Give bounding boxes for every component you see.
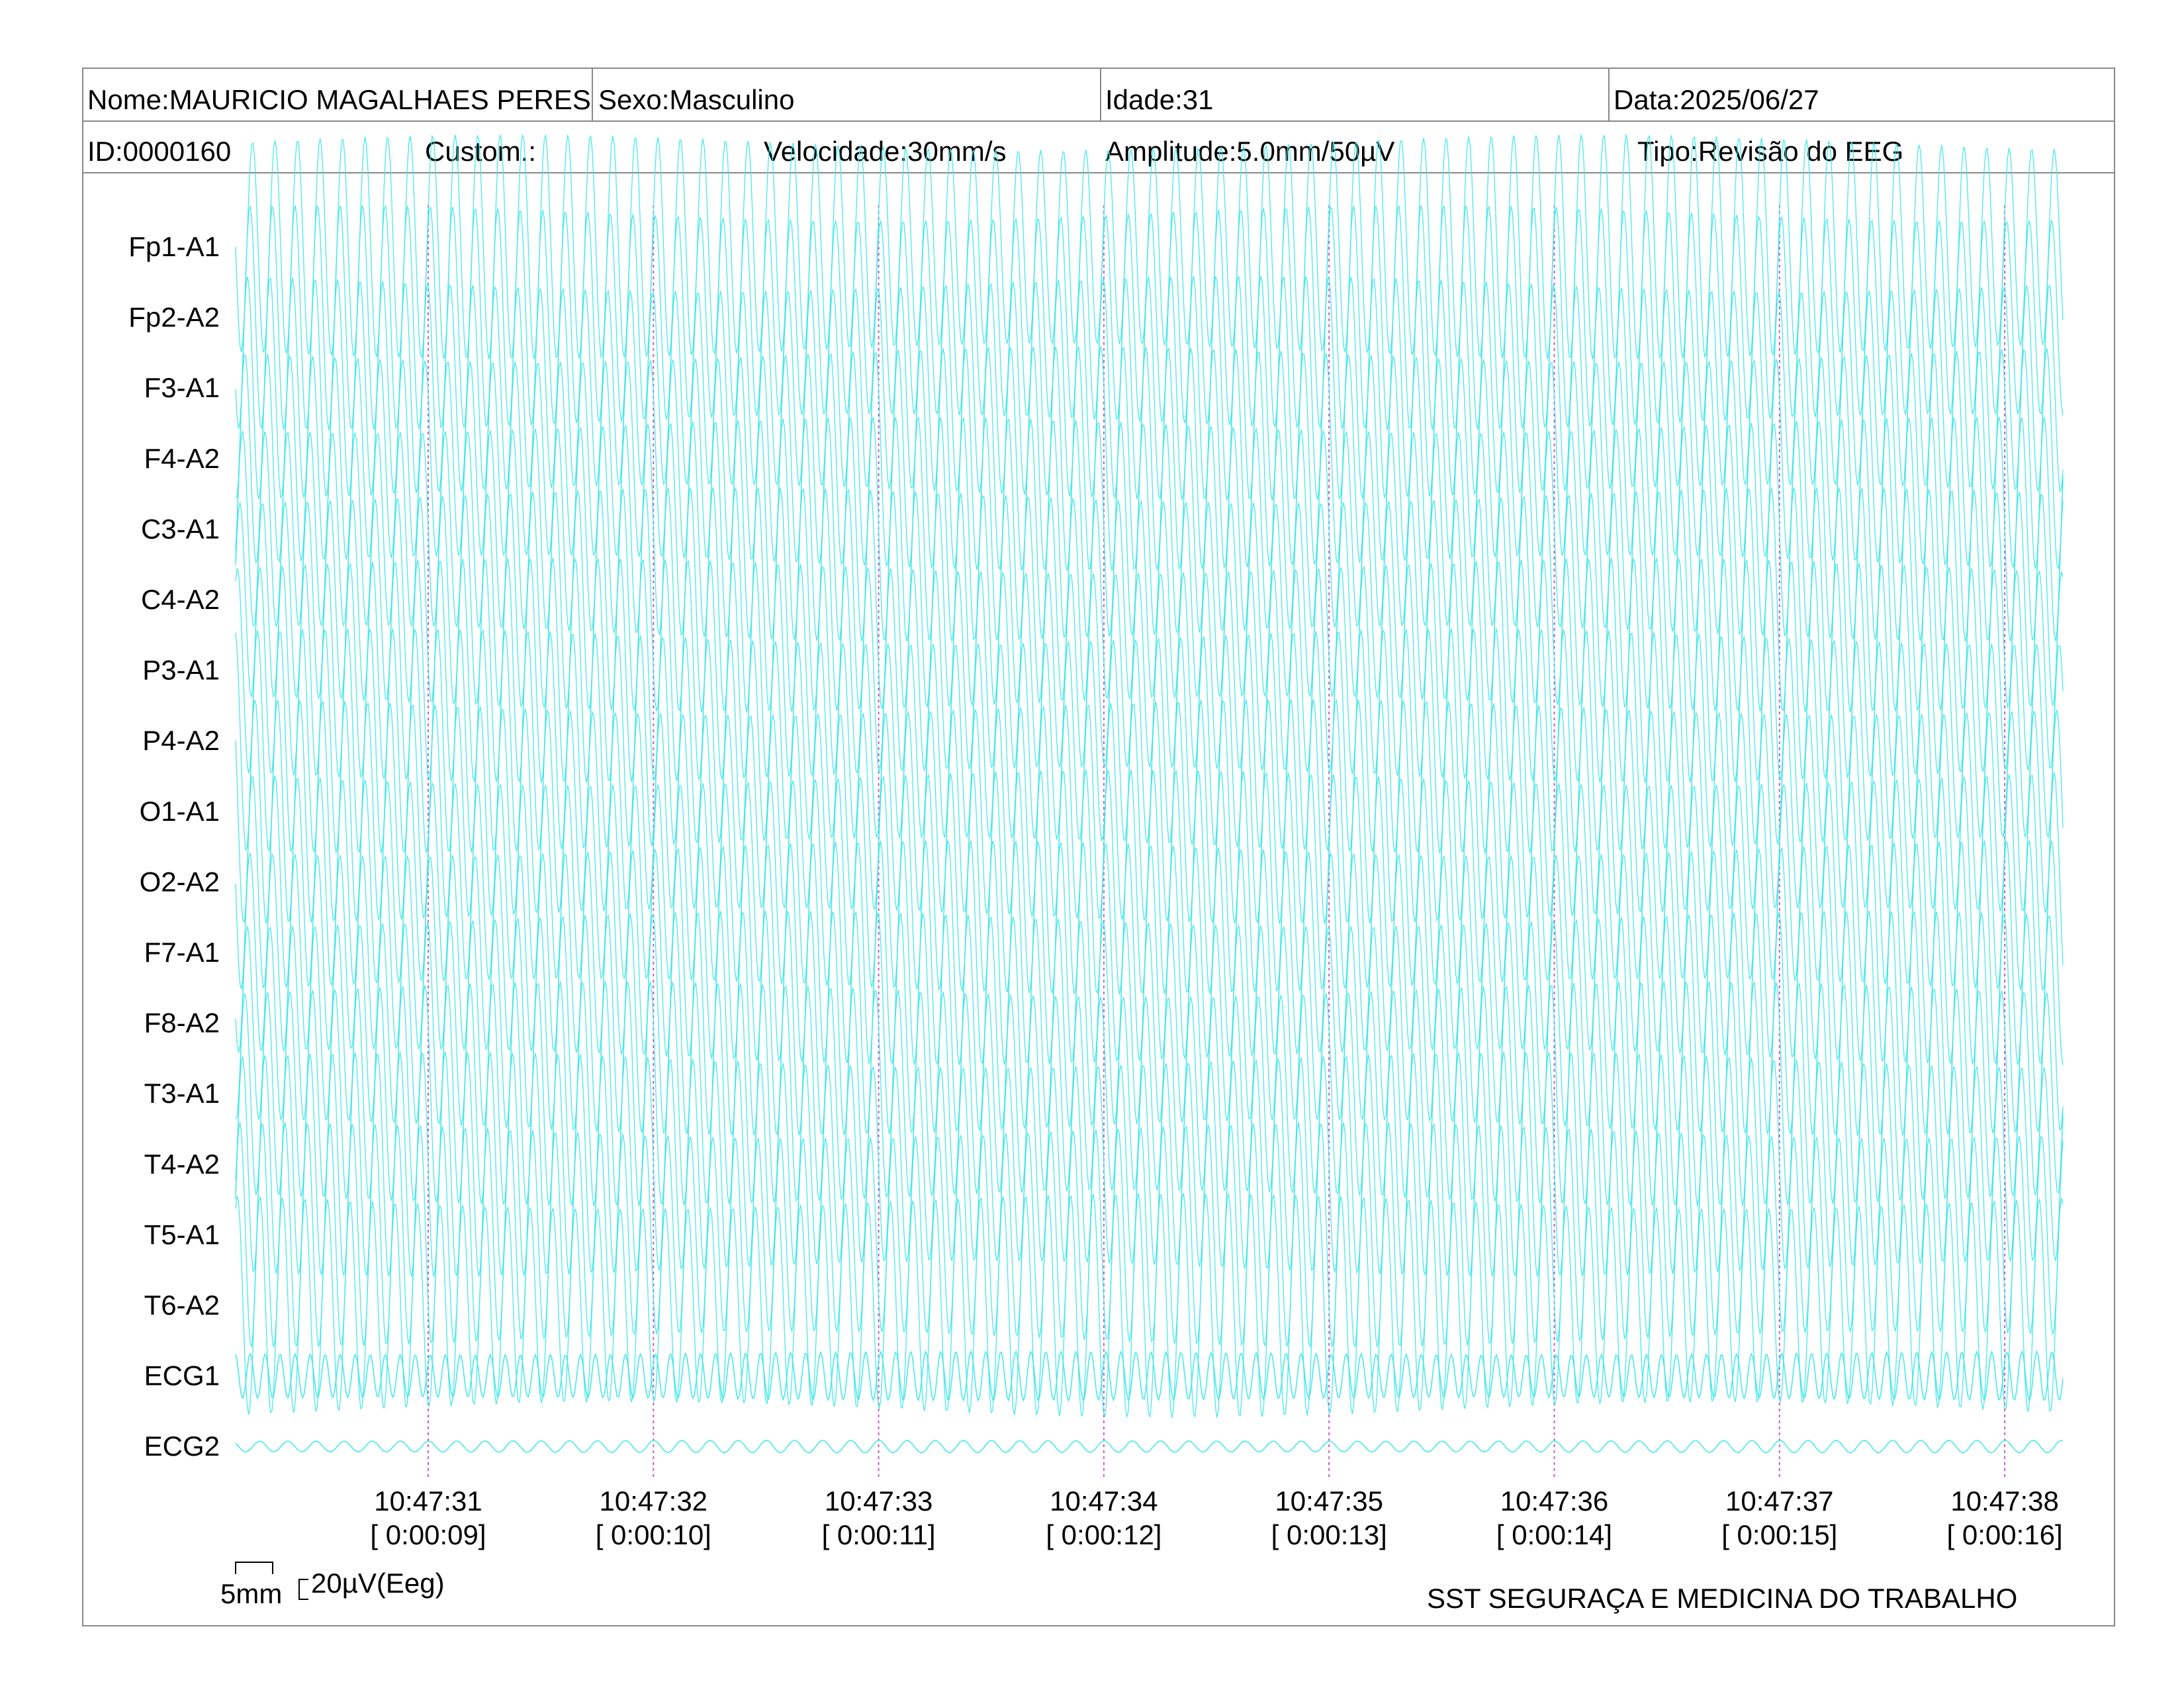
channel-label: P4-A2 — [142, 725, 220, 756]
trace-p3-a1 — [235, 557, 2064, 783]
time-elapsed-label: [ 0:00:13] — [1271, 1519, 1387, 1550]
patient-sex: Sexo:Masculino — [598, 84, 795, 115]
channel-label: F8-A2 — [144, 1008, 220, 1039]
trace-t5-a1 — [235, 1121, 2064, 1348]
patient-id: ID:0000160 — [87, 136, 232, 167]
time-clock-label: 10:47:37 — [1725, 1485, 1834, 1517]
trace-t4-a2 — [235, 1051, 2064, 1278]
channel-label: T5-A1 — [144, 1219, 220, 1250]
channel-label: O2-A2 — [140, 866, 220, 897]
time-scale-label: 5mm — [220, 1578, 282, 1609]
time-clock-label: 10:47:31 — [374, 1485, 482, 1517]
trace-f7-a1 — [235, 839, 2064, 1066]
time-elapsed-label: [ 0:00:16] — [1947, 1519, 2063, 1550]
time-clock-label: 10:47:36 — [1500, 1485, 1609, 1517]
channel-label: F7-A1 — [144, 937, 220, 968]
time-elapsed-label: [ 0:00:12] — [1046, 1519, 1161, 1550]
patient-name: Nome:MAURICIO MAGALHAES PERES — [87, 84, 591, 115]
amplitude-scale-bar — [298, 1579, 308, 1600]
trace-fp2-a2 — [235, 204, 2064, 430]
header-divider — [1100, 69, 1101, 120]
time-clock-label: 10:47:38 — [1950, 1485, 2059, 1517]
time-elapsed-label: [ 0:00:14] — [1496, 1519, 1612, 1550]
time-clock-label: 10:47:33 — [825, 1485, 933, 1517]
time-elapsed-label: [ 0:00:15] — [1721, 1519, 1837, 1550]
time-clock-label: 10:47:32 — [600, 1485, 708, 1517]
trace-o1-a1 — [235, 698, 2064, 924]
trace-f4-a2 — [235, 346, 2064, 571]
channel-label: O1-A1 — [140, 796, 220, 827]
header-bottom-divider — [83, 172, 2114, 173]
trace-o2-a2 — [235, 769, 2064, 995]
trace-t6-a2 — [235, 1192, 2064, 1418]
time-clock-label: 10:47:35 — [1275, 1485, 1383, 1517]
exam-type: Tipo:Revisão do EEG — [1637, 136, 1904, 167]
trace-c3-a1 — [235, 416, 2064, 642]
trace-fp1-a1 — [235, 134, 2064, 360]
trace-ecg1 — [235, 1350, 2064, 1403]
channel-label: T4-A2 — [144, 1149, 220, 1180]
patient-age: Idade:31 — [1105, 84, 1214, 115]
header-divider — [592, 69, 593, 120]
time-clock-label: 10:47:34 — [1050, 1485, 1158, 1517]
channel-label: Fp1-A1 — [128, 231, 220, 262]
channel-label: ECG2 — [144, 1430, 220, 1462]
channel-label: C4-A2 — [141, 584, 220, 615]
channel-label: C3-A1 — [141, 513, 220, 544]
trace-ecg2 — [235, 1440, 2064, 1454]
channel-label: ECG1 — [144, 1360, 220, 1391]
time-elapsed-label: [ 0:00:09] — [370, 1519, 486, 1550]
channel-label: Fp2-A2 — [128, 302, 220, 333]
report-sheet: Nome:MAURICIO MAGALHAES PERES Sexo:Mascu… — [82, 68, 2115, 1626]
organization-name: SST SEGURAÇA E MEDICINA DO TRABALHO — [1427, 1583, 2018, 1614]
channel-label: F4-A2 — [144, 443, 220, 474]
channel-label: F3-A1 — [144, 372, 220, 403]
channel-label: T6-A2 — [144, 1289, 220, 1321]
channel-label: T3-A1 — [144, 1078, 220, 1109]
channel-label: P3-A1 — [142, 655, 220, 686]
trace-f3-a1 — [235, 275, 2064, 501]
trace-t3-a1 — [235, 980, 2064, 1207]
time-elapsed-label: [ 0:00:11] — [822, 1519, 936, 1550]
time-elapsed-label: [ 0:00:10] — [596, 1519, 711, 1550]
header-divider — [1608, 69, 1610, 120]
time-scale-bar — [235, 1562, 273, 1574]
header-row-divider — [83, 120, 2114, 122]
trace-f8-a2 — [235, 910, 2064, 1137]
exam-date: Data:2025/06/27 — [1614, 84, 1819, 115]
amplitude-scale-label: 20µV(Eeg) — [311, 1568, 445, 1599]
trace-c4-a2 — [235, 487, 2064, 713]
